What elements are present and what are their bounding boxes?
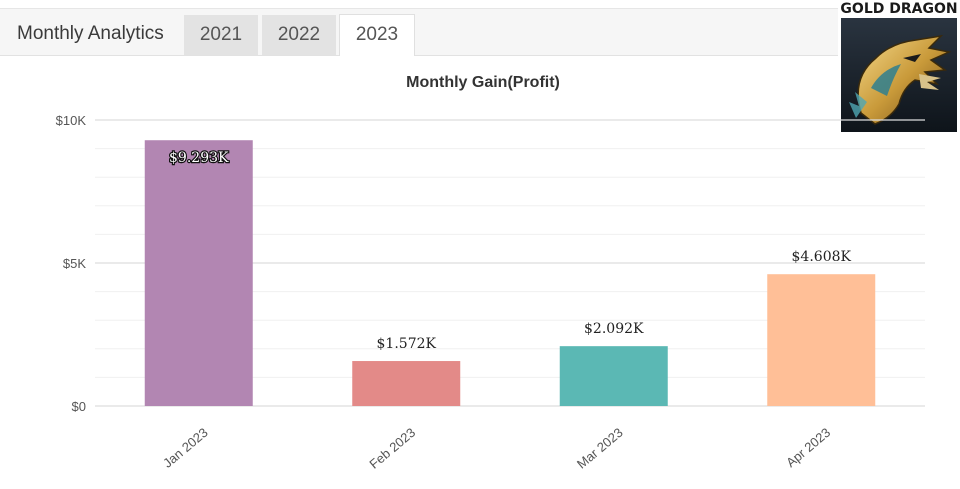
- tab-bar: Monthly Analytics 2021 2022 2023: [0, 8, 838, 56]
- data-label: $9.293K: [169, 150, 229, 166]
- data-label: $1.572K: [377, 336, 437, 352]
- brand-logo: GOLD DRAGON: [838, 0, 960, 134]
- bar-jan-2023: [144, 140, 253, 406]
- data-label: $4.608K: [792, 249, 852, 265]
- x-tick-label: Jan 2023: [160, 425, 211, 471]
- logo-text: GOLD DRAGON: [840, 1, 958, 17]
- dragon-head-logo-icon: [841, 18, 957, 132]
- data-label: $2.092K: [584, 321, 644, 337]
- bar-apr-2023: [767, 274, 876, 406]
- chart-title: Monthly Gain(Profit): [406, 74, 560, 91]
- tab-2023[interactable]: 2023: [339, 14, 415, 56]
- y-tick-label: $10K: [56, 113, 87, 128]
- bar-mar-2023: [559, 346, 668, 406]
- page-title: Monthly Analytics: [17, 23, 164, 44]
- x-tick-label: Apr 2023: [783, 425, 833, 470]
- y-tick-label: $0: [72, 399, 86, 414]
- tab-2021[interactable]: 2021: [184, 15, 258, 55]
- tab-2022[interactable]: 2022: [262, 15, 336, 55]
- bar-feb-2023: [352, 361, 461, 406]
- y-tick-label: $5K: [63, 256, 86, 271]
- x-tick-label: Feb 2023: [366, 425, 418, 472]
- x-tick-label: Mar 2023: [574, 425, 626, 472]
